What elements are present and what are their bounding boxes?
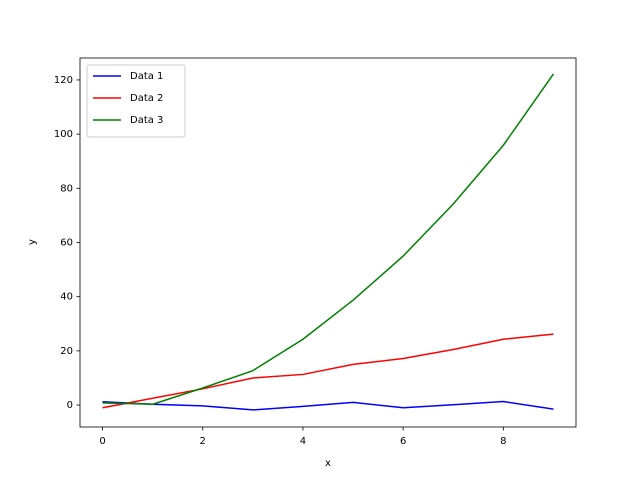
y-tick-label: 100 <box>54 129 73 140</box>
y-tick-label: 20 <box>60 346 73 357</box>
x-tick-label: 2 <box>200 436 206 447</box>
line-series <box>102 73 555 405</box>
y-axis-label: y <box>27 239 38 245</box>
legend: Data 1 Data 2 Data 3 <box>86 64 186 138</box>
legend-label: Data 1 <box>130 71 163 82</box>
x-tick-label: 8 <box>500 436 506 447</box>
x-axis-label: x <box>325 458 331 469</box>
x-tick-label: 4 <box>300 436 306 447</box>
line-series <box>102 333 554 409</box>
y-tick-label: 80 <box>60 183 73 194</box>
legend-label: Data 3 <box>130 115 163 126</box>
plot-frame <box>79 57 577 428</box>
legend-box <box>86 64 186 138</box>
x-tick-label: 6 <box>400 436 406 447</box>
x-tick-label: 0 <box>99 436 105 447</box>
legend-label: Data 2 <box>130 93 163 104</box>
y-tick-label: 40 <box>60 292 73 303</box>
y-tick-label: 120 <box>54 75 73 86</box>
y-tick-label: 60 <box>60 238 73 249</box>
y-tick-label: 0 <box>67 400 73 411</box>
line-series <box>102 400 554 411</box>
